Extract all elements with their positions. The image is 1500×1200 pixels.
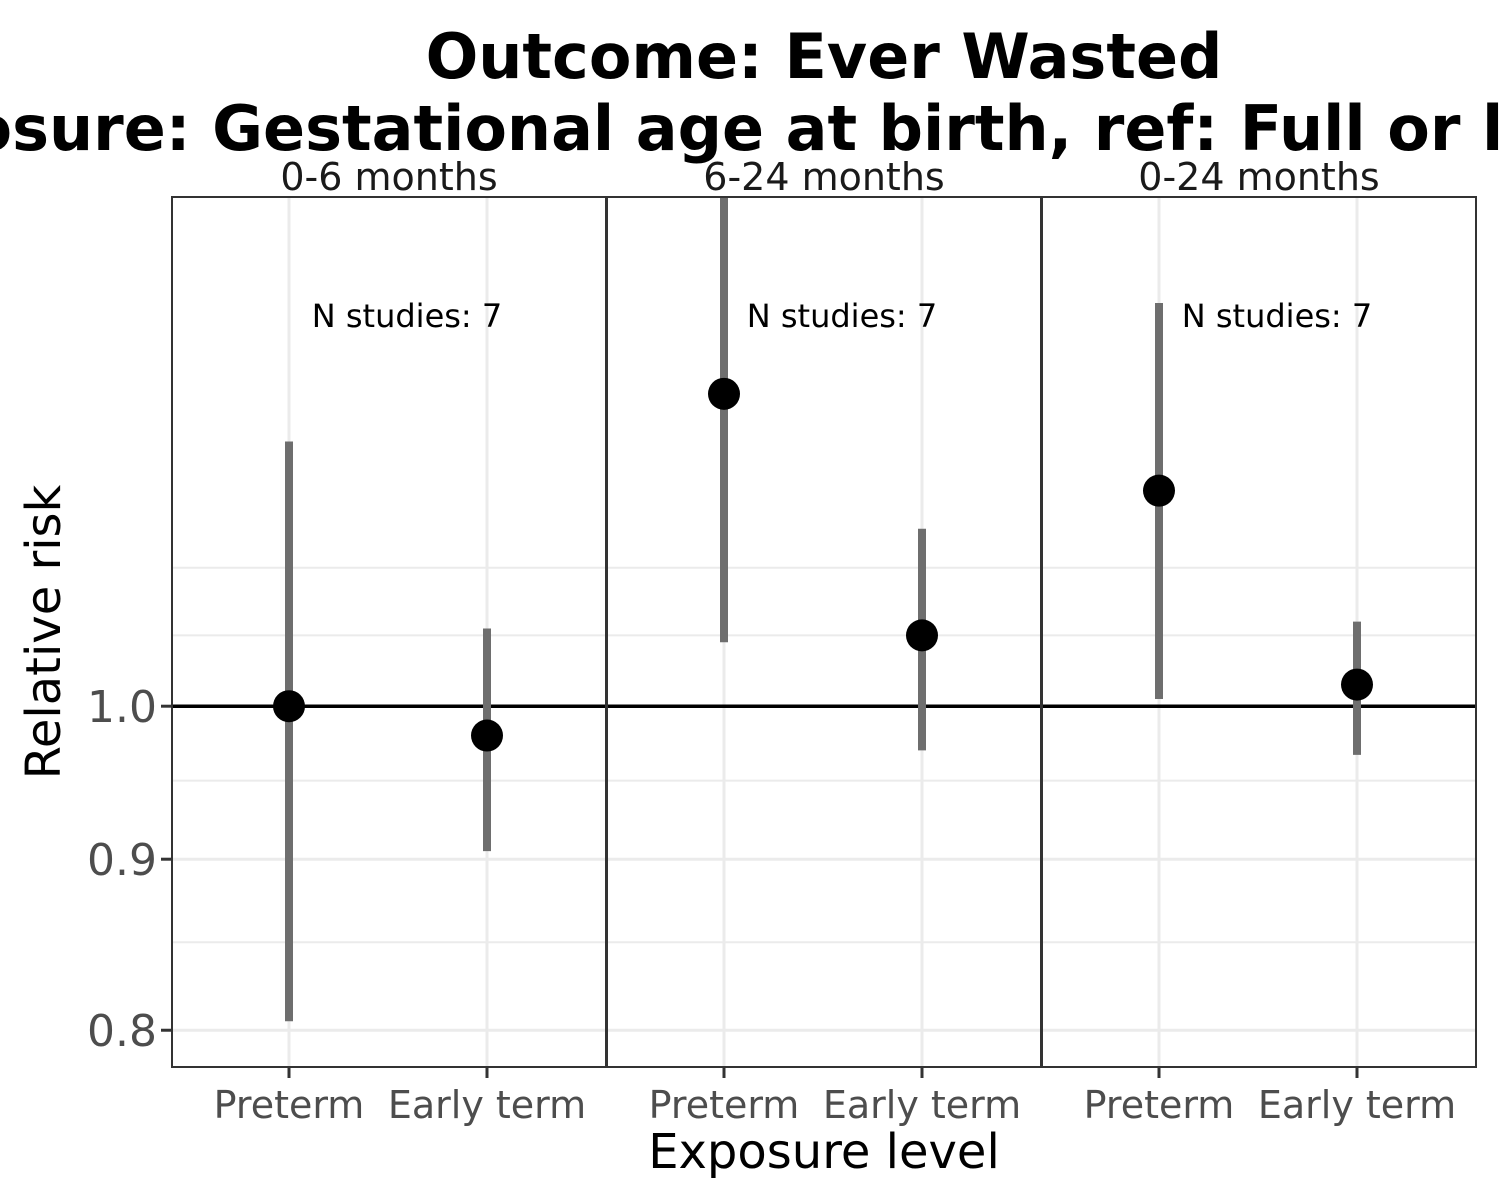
x-tick-label: Preterm — [214, 1083, 365, 1127]
y-axis: 0.8 0.9 1.0 — [87, 682, 172, 1057]
point-estimate — [708, 377, 740, 410]
n-studies-annotation: N studies: 7 — [312, 297, 502, 335]
point-estimate — [906, 619, 938, 652]
point-estimate — [1341, 668, 1373, 701]
facet-panel: 0-6 months N studies: 7 Preterm Early term — [171, 155, 607, 1127]
y-tick-label: 1.0 — [87, 682, 157, 733]
point-estimate — [273, 690, 305, 723]
point-estimate — [471, 719, 503, 752]
y-axis-title: Relative risk — [16, 484, 72, 779]
facet-panel: 0-24 months N studies: 7 Preterm Early term — [1041, 155, 1477, 1127]
x-tick-label: Preterm — [1084, 1083, 1235, 1127]
x-tick-label: Preterm — [649, 1083, 800, 1127]
facet-strip-label: 0-6 months — [280, 155, 497, 199]
facet-panel: 6-24 months N studies: 7 Preterm Early term — [606, 155, 1042, 1127]
chart-title-line2: Exposure: Gestational age at birth, ref:… — [0, 92, 1500, 165]
y-tick-label: 0.8 — [87, 1006, 157, 1057]
facet-strip-label: 6-24 months — [703, 155, 944, 199]
chart-title-line1: Outcome: Ever Wasted — [426, 20, 1223, 93]
x-axis-title: Exposure level — [648, 1124, 1000, 1180]
point-estimate — [1143, 474, 1175, 507]
x-tick-label: Early term — [1258, 1083, 1456, 1127]
facet-strip-label: 0-24 months — [1138, 155, 1379, 199]
x-tick-label: Early term — [823, 1083, 1021, 1127]
n-studies-annotation: N studies: 7 — [747, 297, 937, 335]
x-tick-label: Early term — [388, 1083, 586, 1127]
n-studies-annotation: N studies: 7 — [1182, 297, 1372, 335]
panel-border — [1041, 196, 1477, 1068]
y-tick-label: 0.9 — [87, 835, 157, 886]
